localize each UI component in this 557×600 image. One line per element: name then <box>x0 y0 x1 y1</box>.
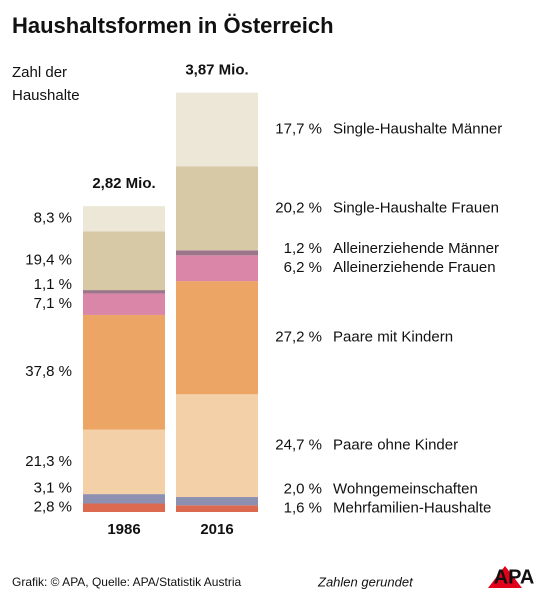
value-label: 1,6 % <box>284 500 322 517</box>
note: Zahlen gerundet <box>317 574 414 589</box>
bar-segment <box>176 497 258 506</box>
chart-title: Haushaltsformen in Österreich <box>12 13 334 38</box>
value-label: 6,2 % <box>284 259 322 276</box>
bar-segment <box>176 255 258 282</box>
legend-label: Paare mit Kindern <box>333 329 453 346</box>
bar-segment <box>176 394 258 498</box>
bar-segment <box>176 250 258 256</box>
value-label: 7,1 % <box>34 295 72 312</box>
value-label: 8,3 % <box>34 210 72 227</box>
legend-label: Alleinerziehende Frauen <box>333 259 496 276</box>
legend-label: Paare ohne Kinder <box>333 437 458 454</box>
total-label: 2,82 Mio. <box>92 175 155 192</box>
value-label: 37,8 % <box>25 363 72 380</box>
legend-label: Alleinerziehende Männer <box>333 240 499 257</box>
legend-label: Single-Haushalte Männer <box>333 120 502 137</box>
x-tick-label: 2016 <box>200 521 233 538</box>
value-label: 17,7 % <box>275 120 322 137</box>
legend-label: Wohngemeinschaften <box>333 481 478 498</box>
source: Grafik: © APA, Quelle: APA/Statistik Aus… <box>12 575 241 589</box>
bar-segment <box>176 505 258 512</box>
logo-shape <box>488 566 522 588</box>
value-label: 20,2 % <box>275 199 322 216</box>
value-label: 3,1 % <box>34 480 72 497</box>
bar-segment <box>83 429 165 495</box>
value-label: 21,3 % <box>25 453 72 470</box>
value-label: 1,2 % <box>284 240 322 257</box>
legend-label: Mehrfamilien-Haushalte <box>333 500 491 517</box>
value-label: 1,1 % <box>34 276 72 293</box>
bar-segment <box>83 206 165 232</box>
bar-segment <box>83 503 165 512</box>
value-label: 2,0 % <box>284 481 322 498</box>
logo: APA <box>494 566 535 588</box>
bar-segment <box>83 231 165 291</box>
value-label: 2,8 % <box>34 499 72 516</box>
bar-segment <box>176 281 258 395</box>
bar-segment <box>83 314 165 430</box>
legend-label: Single-Haushalte Frauen <box>333 199 499 216</box>
bar-segment <box>83 290 165 294</box>
bar-segment <box>83 293 165 315</box>
bar-segment <box>83 494 165 504</box>
bar-segment <box>176 166 258 251</box>
total-label: 3,87 Mio. <box>185 62 248 79</box>
bar-segment <box>176 92 258 167</box>
y-label: Haushalte <box>12 87 80 104</box>
x-tick-label: 1986 <box>107 521 140 538</box>
value-label: 27,2 % <box>275 329 322 346</box>
value-label: 24,7 % <box>275 437 322 454</box>
value-label: 19,4 % <box>25 252 72 269</box>
y-label: Zahl der <box>12 64 67 81</box>
